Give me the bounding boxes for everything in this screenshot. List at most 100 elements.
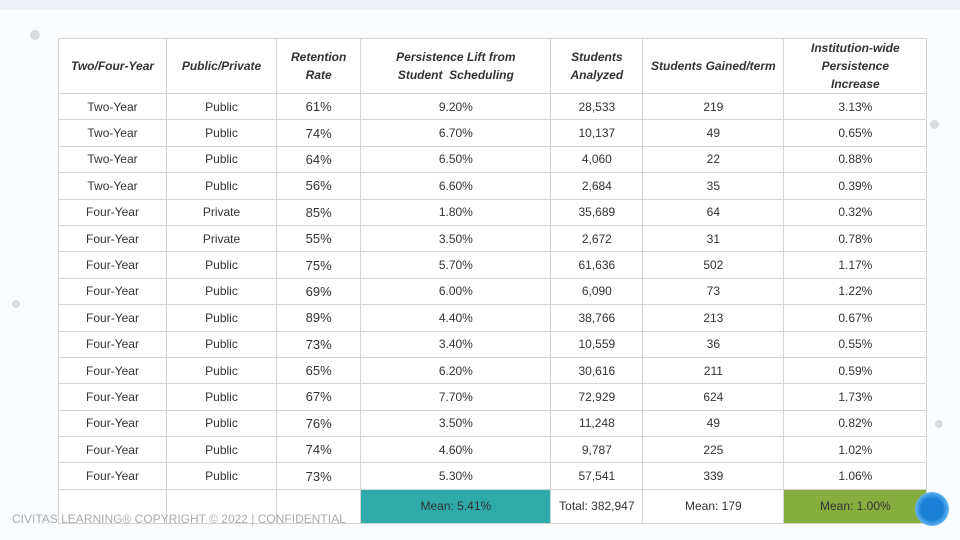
table-row: Four-Year Private 55% 3.50% 2,672 31 0.78% [58, 224, 928, 253]
students-gained-cell: 73 [642, 277, 785, 306]
table-row: Four-Year Public 75% 5.70% 61,636 502 1.17% [58, 251, 928, 279]
students-gained-cell: 49 [642, 409, 785, 438]
students-gained-cell: 219 [642, 92, 785, 121]
sector-cell: Public [166, 436, 277, 464]
students-analyzed-cell: 61,636 [550, 251, 644, 279]
background-node [30, 30, 40, 40]
sector-cell: Public [166, 277, 277, 306]
sector-cell: Public [166, 251, 277, 279]
type-cell: Four-Year [58, 277, 167, 306]
type-cell: Four-Year [58, 383, 167, 411]
students-gained-cell: 339 [642, 462, 785, 490]
retention-rate-cell: 65% [275, 356, 362, 385]
summary-row: Mean: 5.41% Total: 382,947 Mean: 179 Mea… [58, 488, 928, 524]
empty-cell [58, 488, 167, 524]
table-row: Two-Year Public 61% 9.20% 28,533 219 3.13% [58, 92, 928, 121]
type-cell: Four-Year [58, 356, 167, 385]
retention-rate-cell: 74% [275, 436, 362, 464]
persistence-lift-cell: 6.20% [360, 356, 552, 385]
background-node [930, 120, 939, 129]
empty-cell [275, 488, 362, 524]
persistence-lift-cell: 7.70% [360, 383, 552, 411]
type-cell: Four-Year [58, 304, 167, 332]
header-persistence-increase: Institution-wide Persistence Increase [783, 38, 928, 94]
retention-rate-cell: 76% [275, 409, 362, 438]
retention-rate-cell: 61% [275, 92, 362, 121]
students-gained-cell: 225 [642, 436, 785, 464]
persistence-increase-cell: 1.02% [783, 436, 928, 464]
persistence-increase-cell: 0.78% [783, 224, 928, 253]
type-cell: Four-Year [58, 436, 167, 464]
students-gained-cell: 22 [642, 145, 785, 174]
header-row: Two/Four-Year Public/Private Retention R… [58, 38, 928, 94]
type-cell: Two-Year [58, 92, 167, 121]
students-gained-cell: 49 [642, 119, 785, 147]
type-cell: Four-Year [58, 409, 167, 438]
sector-cell: Public [166, 145, 277, 174]
header-retention-rate: Retention Rate [275, 38, 362, 94]
table-row: Four-Year Public 73% 5.30% 57,541 339 1.06% [58, 462, 928, 490]
students-total-cell: Total: 382,947 [550, 488, 644, 524]
students-analyzed-cell: 30,616 [550, 356, 644, 385]
table-row: Four-Year Public 89% 4.40% 38,766 213 0.67% [58, 304, 928, 332]
students-analyzed-cell: 2,684 [550, 172, 644, 200]
persistence-lift-cell: 6.00% [360, 277, 552, 306]
retention-rate-cell: 55% [275, 224, 362, 253]
students-gained-cell: 211 [642, 356, 785, 385]
civitas-logo-icon [915, 492, 949, 526]
persistence-increase-cell: 1.73% [783, 383, 928, 411]
students-analyzed-cell: 4,060 [550, 145, 644, 174]
students-analyzed-cell: 35,689 [550, 198, 644, 226]
table-row: Two-Year Public 56% 6.60% 2,684 35 0.39% [58, 172, 928, 200]
students-gained-cell: 36 [642, 330, 785, 358]
persistence-table: Two/Four-Year Public/Private Retention R… [58, 38, 928, 524]
persistence-increase-cell: 0.55% [783, 330, 928, 358]
retention-rate-cell: 73% [275, 462, 362, 490]
header-persistence-lift: Persistence Lift from Student Scheduling [360, 38, 552, 94]
students-analyzed-cell: 38,766 [550, 304, 644, 332]
persistence-increase-cell: 3.13% [783, 92, 928, 121]
students-analyzed-cell: 28,533 [550, 92, 644, 121]
table-row: Four-Year Public 65% 6.20% 30,616 211 0.59% [58, 356, 928, 385]
persistence-lift-cell: 9.20% [360, 92, 552, 121]
sector-cell: Public [166, 172, 277, 200]
background-node [12, 300, 20, 308]
sector-cell: Public [166, 462, 277, 490]
top-bar [0, 0, 960, 10]
retention-rate-cell: 75% [275, 251, 362, 279]
persistence-increase-cell: 0.82% [783, 409, 928, 438]
table-row: Two-Year Public 74% 6.70% 10,137 49 0.65% [58, 119, 928, 147]
students-analyzed-cell: 6,090 [550, 277, 644, 306]
retention-rate-cell: 73% [275, 330, 362, 358]
sector-cell: Private [166, 224, 277, 253]
header-students-analyzed: Students Analyzed [550, 38, 644, 94]
retention-rate-cell: 74% [275, 119, 362, 147]
persistence-lift-cell: 4.40% [360, 304, 552, 332]
persistence-lift-cell: 3.50% [360, 224, 552, 253]
persistence-lift-cell: 6.70% [360, 119, 552, 147]
sector-cell: Public [166, 304, 277, 332]
sector-cell: Public [166, 383, 277, 411]
table-row: Four-Year Public 69% 6.00% 6,090 73 1.22% [58, 277, 928, 306]
students-analyzed-cell: 72,929 [550, 383, 644, 411]
persistence-increase-cell: 0.39% [783, 172, 928, 200]
sector-cell: Private [166, 198, 277, 226]
persistence-increase-cell: 1.06% [783, 462, 928, 490]
type-cell: Two-Year [58, 119, 167, 147]
header-public-private: Public/Private [166, 38, 277, 94]
retention-rate-cell: 56% [275, 172, 362, 200]
retention-rate-cell: 64% [275, 145, 362, 174]
students-gained-cell: 31 [642, 224, 785, 253]
lift-mean-cell: Mean: 5.41% [360, 488, 552, 524]
persistence-increase-cell: 0.88% [783, 145, 928, 174]
sector-cell: Public [166, 409, 277, 438]
students-analyzed-cell: 10,559 [550, 330, 644, 358]
students-analyzed-cell: 10,137 [550, 119, 644, 147]
header-students-gained: Students Gained/term [642, 38, 785, 94]
students-analyzed-cell: 11,248 [550, 409, 644, 438]
type-cell: Four-Year [58, 330, 167, 358]
persistence-increase-cell: 1.22% [783, 277, 928, 306]
background-node [935, 420, 943, 428]
persistence-lift-cell: 4.60% [360, 436, 552, 464]
students-analyzed-cell: 57,541 [550, 462, 644, 490]
